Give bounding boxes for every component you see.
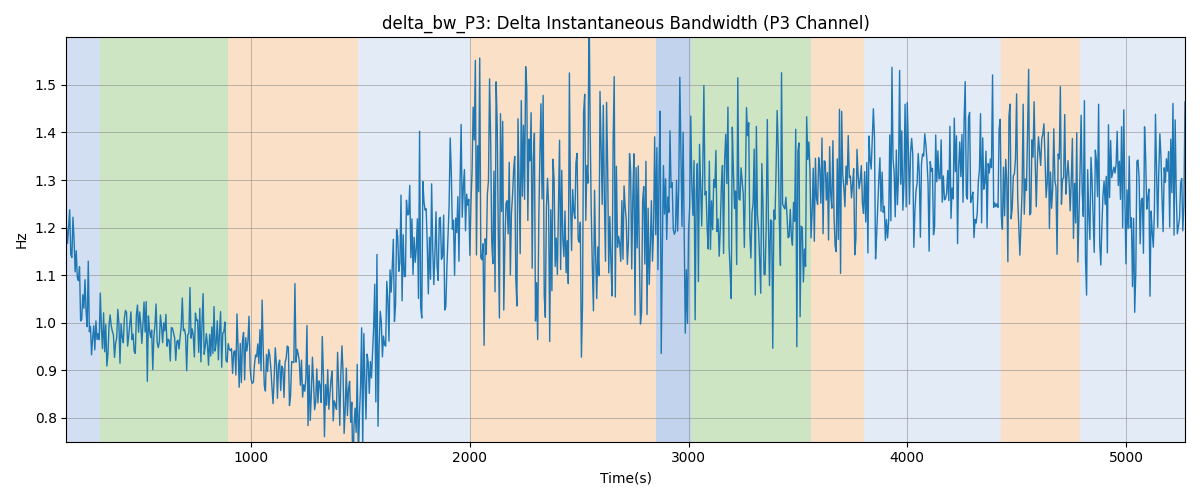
Bar: [1080, 38, 1184, 442]
Bar: [359, 38, 396, 442]
Bar: [228, 38, 359, 442]
Bar: [66, 38, 101, 442]
Bar: [864, 38, 1001, 442]
Bar: [396, 38, 470, 442]
Bar: [470, 38, 655, 442]
Bar: [101, 38, 228, 442]
Y-axis label: Hz: Hz: [16, 230, 29, 248]
Bar: [655, 38, 691, 442]
X-axis label: Time(s): Time(s): [600, 471, 652, 485]
Bar: [1001, 38, 1080, 442]
Bar: [691, 38, 811, 442]
Bar: [811, 38, 864, 442]
Title: delta_bw_P3: Delta Instantaneous Bandwidth (P3 Channel): delta_bw_P3: Delta Instantaneous Bandwid…: [382, 15, 870, 34]
